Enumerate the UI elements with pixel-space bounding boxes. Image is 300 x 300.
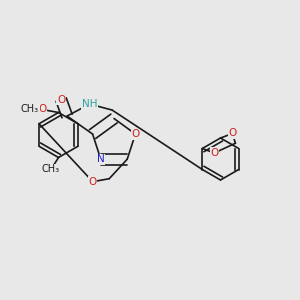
Text: O: O: [57, 94, 65, 104]
Text: CH₃: CH₃: [21, 104, 39, 115]
Text: O: O: [228, 128, 237, 139]
Text: O: O: [210, 148, 218, 158]
Text: O: O: [131, 129, 140, 139]
Text: N: N: [97, 154, 105, 164]
Text: NH: NH: [82, 99, 98, 109]
Text: CH₃: CH₃: [42, 164, 60, 175]
Text: O: O: [88, 177, 97, 187]
Text: O: O: [38, 104, 46, 115]
